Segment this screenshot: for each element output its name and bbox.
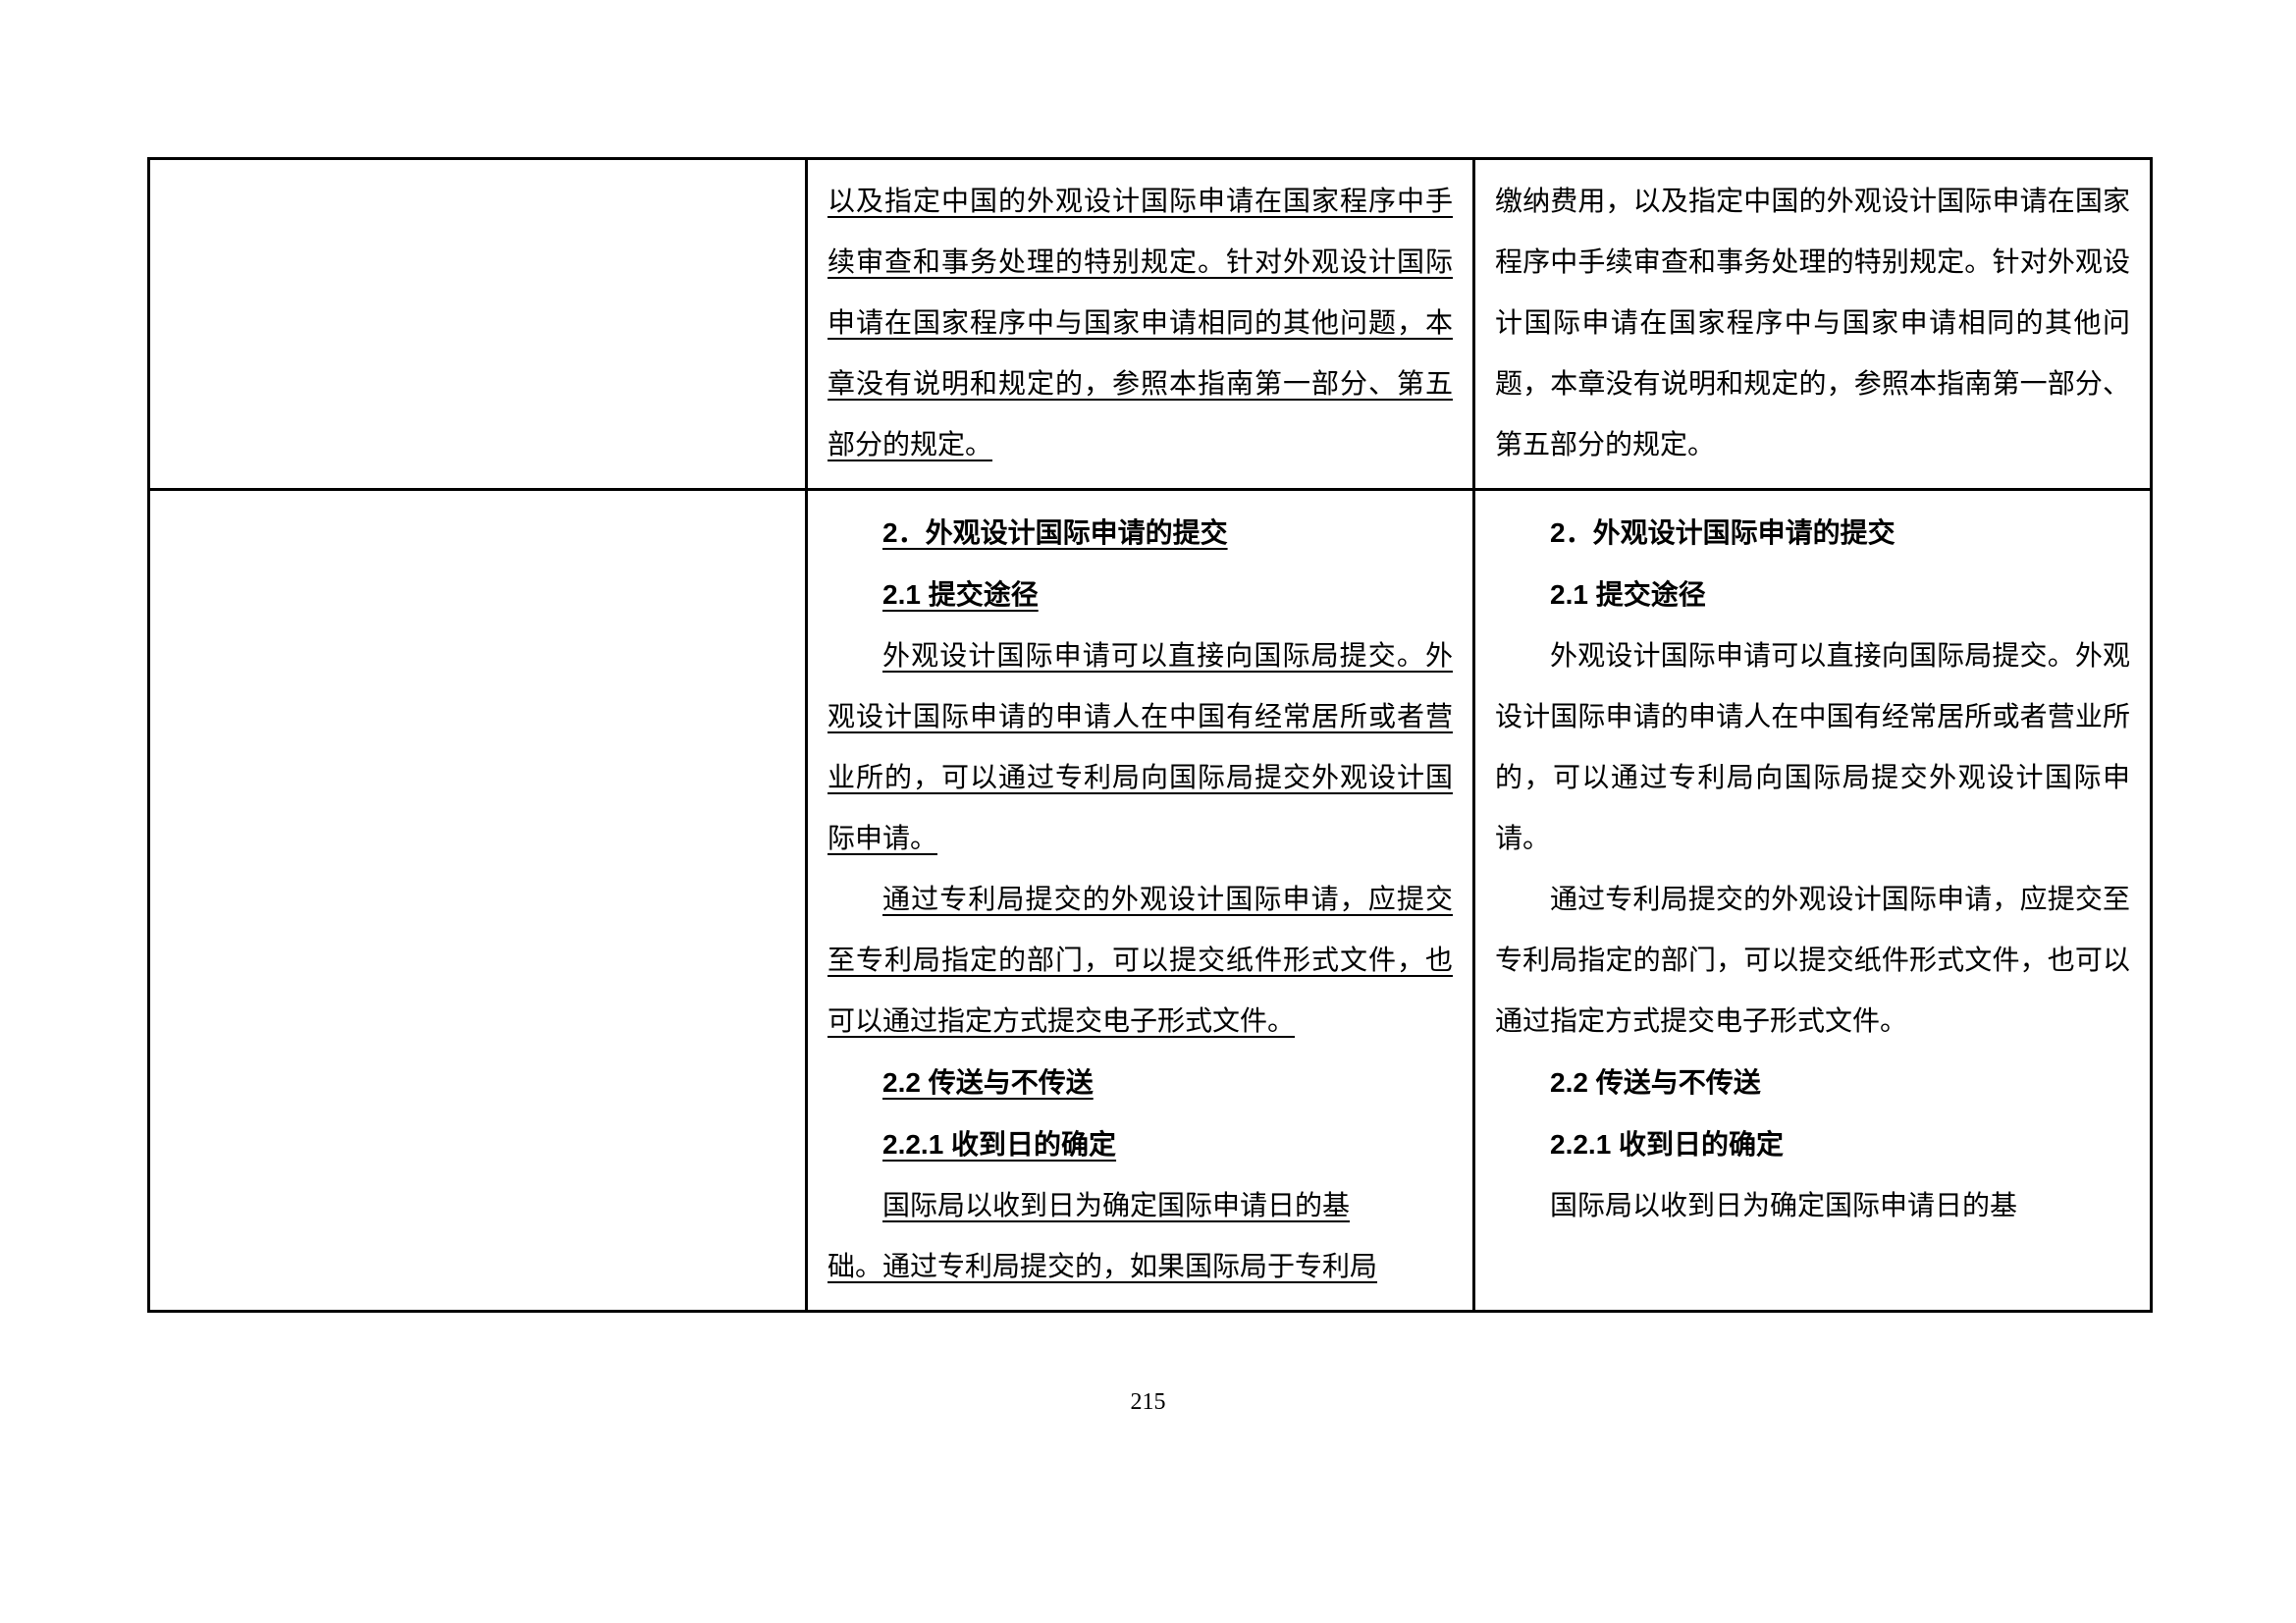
section-heading: 2．外观设计国际申请的提交 (1550, 517, 1896, 548)
cell-r2-c1 (149, 490, 807, 1312)
body-text: 国际局以收到日为确定国际申请日的基 (1495, 1176, 2130, 1237)
section-heading: 2．外观设计国际申请的提交 (882, 517, 1228, 548)
cell-r1-c2: 以及指定中国的外观设计国际申请在国家程序中手续审查和事务处理的特别规定。针对外观… (807, 159, 1474, 490)
body-text: 国际局以收到日为确定国际申请日的基 (882, 1191, 1350, 1221)
body-text: 外观设计国际申请可以直接向国际局提交。外观设计国际申请的申请人在中国有经常居所或… (828, 641, 1453, 854)
section-heading: 2.1 提交途径 (882, 579, 1039, 610)
body-text: 以及指定中国的外观设计国际申请在国家程序中手续审查和事务处理的特别规定。针对外观… (828, 187, 1453, 460)
section-heading: 2.2 传送与不传送 (1550, 1067, 1761, 1098)
cell-r1-c3: 缴纳费用，以及指定中国的外观设计国际申请在国家程序中手续审查和事务处理的特别规定… (1474, 159, 2152, 490)
body-text: 通过专利局提交的外观设计国际申请，应提交至专利局指定的部门，可以提交纸件形式文件… (828, 885, 1453, 1037)
body-text: 础。通过专利局提交的，如果国际局于专利局 (828, 1252, 1377, 1282)
table-row: 2．外观设计国际申请的提交 2.1 提交途径 外观设计国际申请可以直接向国际局提… (149, 490, 2152, 1312)
body-text: 外观设计国际申请可以直接向国际局提交。外观设计国际申请的申请人在中国有经常居所或… (1495, 626, 2130, 870)
page-number: 215 (0, 1389, 2296, 1416)
table-row: 以及指定中国的外观设计国际申请在国家程序中手续审查和事务处理的特别规定。针对外观… (149, 159, 2152, 490)
comparison-table: 以及指定中国的外观设计国际申请在国家程序中手续审查和事务处理的特别规定。针对外观… (147, 157, 2153, 1313)
section-heading: 2.2.1 收到日的确定 (882, 1129, 1116, 1160)
page-container: 以及指定中国的外观设计国际申请在国家程序中手续审查和事务处理的特别规定。针对外观… (147, 157, 2150, 1313)
cell-r2-c2: 2．外观设计国际申请的提交 2.1 提交途径 外观设计国际申请可以直接向国际局提… (807, 490, 1474, 1312)
body-text: 缴纳费用，以及指定中国的外观设计国际申请在国家程序中手续审查和事务处理的特别规定… (1495, 172, 2130, 476)
section-heading: 2.2 传送与不传送 (882, 1067, 1094, 1098)
section-heading: 2.2.1 收到日的确定 (1550, 1129, 1784, 1160)
cell-r2-c3: 2．外观设计国际申请的提交 2.1 提交途径 外观设计国际申请可以直接向国际局提… (1474, 490, 2152, 1312)
cell-r1-c1 (149, 159, 807, 490)
body-text: 通过专利局提交的外观设计国际申请，应提交至专利局指定的部门，可以提交纸件形式文件… (1495, 870, 2130, 1053)
section-heading: 2.1 提交途径 (1550, 579, 1706, 610)
